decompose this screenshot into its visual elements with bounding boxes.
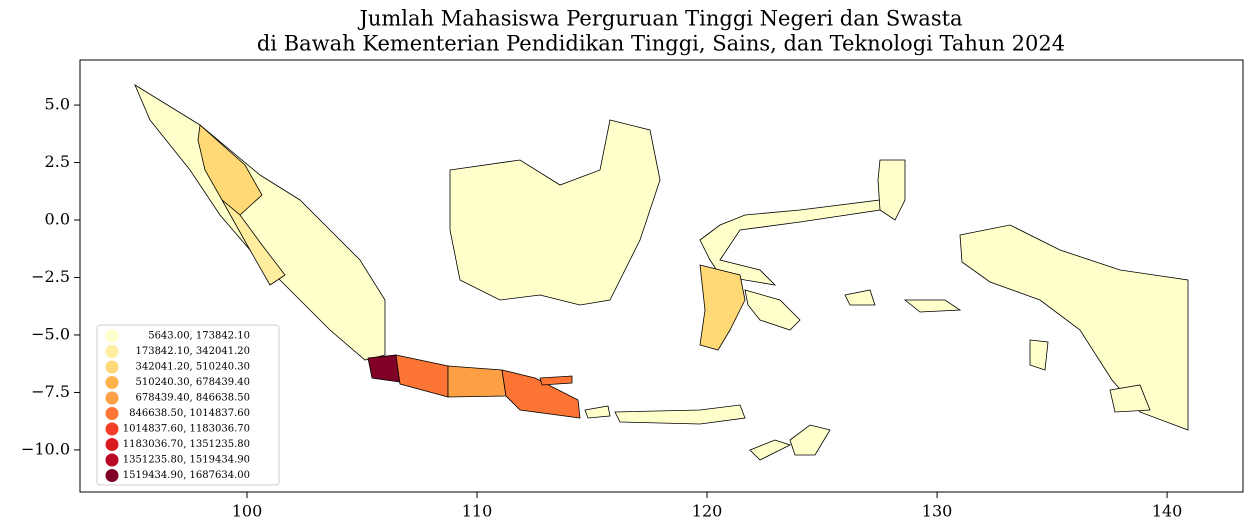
legend-marker <box>105 376 119 389</box>
map-shapes <box>134 83 1189 461</box>
x-tick-label: 140 <box>1152 502 1183 521</box>
legend-label: 5643.00, 173842.10 <box>148 331 250 342</box>
legend-marker <box>105 329 119 343</box>
y-tick-label: −10.0 <box>21 439 70 458</box>
legend-label: 678439.40, 846638.50 <box>135 393 250 404</box>
legend-marker <box>105 438 119 451</box>
legend-label: 1519434.90, 1687634.00 <box>123 470 250 481</box>
plot-frame <box>79 59 1244 493</box>
legend-marker <box>105 391 119 405</box>
legend-label: 1351235.80, 1519434.90 <box>123 455 250 466</box>
legend-label: 1014837.60, 1183036.70 <box>123 424 250 435</box>
x-tick-label: 110 <box>462 502 493 521</box>
legend-marker <box>105 453 119 467</box>
legend-label: 1183036.70, 1351235.80 <box>123 439 250 450</box>
legend-box <box>96 324 280 486</box>
legend-marker <box>105 469 119 482</box>
legend-marker <box>105 422 119 436</box>
y-tick-label: 2.5 <box>45 152 70 171</box>
legend-label: 846638.50, 1014837.60 <box>129 408 250 419</box>
title-line: Jumlah Mahasiswa Perguruan Tinggi Negeri… <box>357 7 962 31</box>
legend-marker <box>105 345 119 358</box>
x-tick-label: 130 <box>922 502 953 521</box>
legend-marker <box>105 360 119 374</box>
title-line: di Bawah Kementerian Pendidikan Tinggi, … <box>257 32 1065 56</box>
y-tick-label: −2.5 <box>31 267 70 286</box>
legend-label: 173842.10, 342041.20 <box>135 346 250 357</box>
y-tick-label: 0.0 <box>45 210 70 229</box>
y-tick-label: 5.0 <box>45 95 70 114</box>
legend-marker <box>105 407 119 420</box>
legend-label: 510240.30, 678439.40 <box>135 377 250 388</box>
legend-label: 342041.20, 510240.30 <box>135 362 250 373</box>
y-tick-label: −7.5 <box>31 382 70 401</box>
y-tick-label: −5.0 <box>31 324 70 343</box>
x-tick-label: 100 <box>232 502 263 521</box>
x-tick-label: 120 <box>692 502 723 521</box>
